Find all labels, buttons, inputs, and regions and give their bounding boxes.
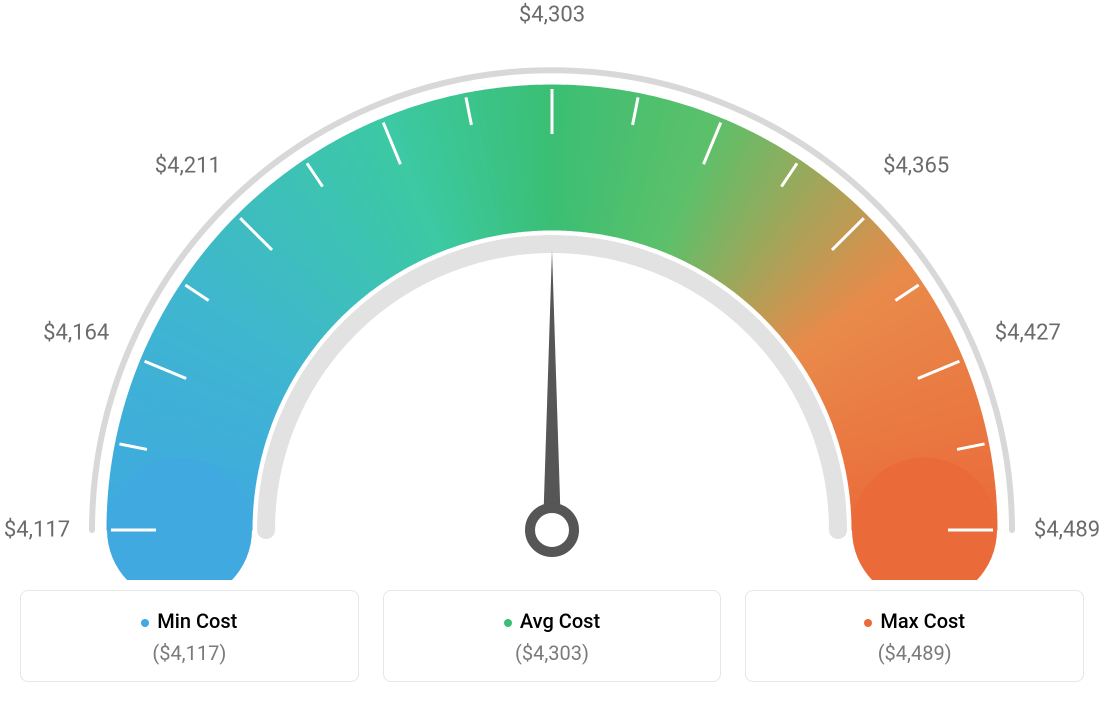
dot-icon [141,619,149,627]
gauge-tick-label: $4,211 [155,153,221,178]
legend-title-avg: Avg Cost [404,609,701,633]
gauge-svg [20,20,1084,580]
dot-icon [864,619,872,627]
legend-row: Min Cost ($4,117) Avg Cost ($4,303) Max … [20,590,1084,682]
legend-title-min-text: Min Cost [157,609,237,633]
legend-value-max: ($4,489) [766,641,1063,665]
legend-title-max: Max Cost [766,609,1063,633]
legend-card-min: Min Cost ($4,117) [20,590,359,682]
legend-title-avg-text: Avg Cost [520,609,600,633]
legend-card-avg: Avg Cost ($4,303) [383,590,722,682]
legend-value-avg: ($4,303) [404,641,701,665]
gauge-tick-label: $4,303 [519,3,585,28]
gauge-chart: $4,117$4,164$4,211$4,303$4,365$4,427$4,4… [20,20,1084,580]
dot-icon [504,619,512,627]
legend-value-min: ($4,117) [41,641,338,665]
gauge-tick-label: $4,427 [995,320,1061,345]
legend-card-max: Max Cost ($4,489) [745,590,1084,682]
gauge-tick-label: $4,117 [4,518,70,543]
gauge-tick-label: $4,365 [883,153,949,178]
legend-title-min: Min Cost [41,609,338,633]
gauge-tick-label: $4,489 [1034,518,1100,543]
legend-title-max-text: Max Cost [880,609,965,633]
gauge-tick-label: $4,164 [43,320,109,345]
